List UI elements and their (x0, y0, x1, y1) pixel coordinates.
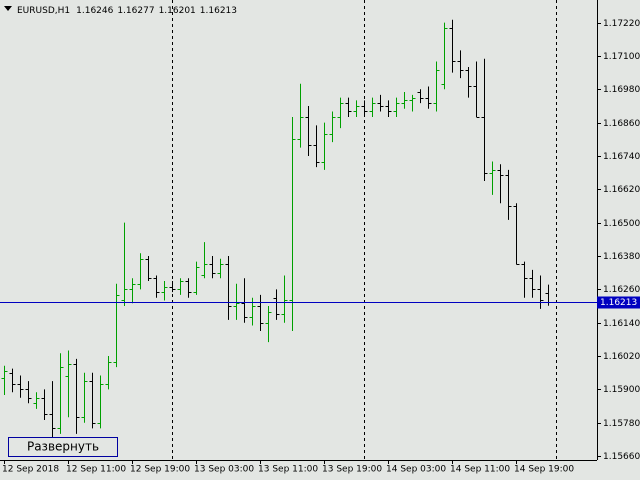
price-label: 1.16213 (600, 298, 637, 308)
close-value: 1.16213 (200, 6, 237, 16)
button-frame[interactable] (8, 437, 118, 457)
price-label-box (597, 296, 640, 309)
x-tick-label: 12 Sep 19:00 (130, 465, 190, 475)
y-tick-label: 1.16380 (603, 252, 640, 262)
y-tick-label: 1.17220 (603, 19, 640, 29)
y-tick-label: 1.16860 (603, 119, 640, 129)
x-tick-label: 12 Sep 11:00 (66, 465, 126, 475)
button-label[interactable]: Развернуть (27, 440, 99, 454)
symbol-info: EURUSD,H1 1.16246 1.16277 1.16201 1.16213 (17, 6, 237, 16)
y-tick-label: 1.16260 (603, 285, 640, 295)
y-tick-label: 1.17100 (603, 52, 640, 62)
low-value: 1.16201 (159, 6, 196, 16)
high-value: 1.16277 (117, 6, 154, 16)
collapse-arrow (4, 6, 12, 11)
expand-button[interactable]: Развернуть (8, 437, 118, 457)
y-tick-label: 1.16620 (603, 185, 640, 195)
x-tick-label: 12 Sep 2018 (2, 465, 59, 475)
bars (1, 19, 552, 445)
x-tick-label: 13 Sep 03:00 (194, 465, 254, 475)
y-tick-label: 1.16740 (603, 152, 640, 162)
y-tick-label: 1.16020 (603, 352, 640, 362)
y-tick-label: 1.16140 (603, 319, 640, 329)
x-tick-label: 13 Sep 19:00 (322, 465, 382, 475)
open-value: 1.16246 (76, 6, 113, 16)
x-tick-label: 14 Sep 11:00 (450, 465, 510, 475)
chart-header: EURUSD,H1 1.16246 1.16277 1.16201 1.16213 (4, 6, 237, 16)
x-tick-label: 13 Sep 11:00 (258, 465, 318, 475)
y-tick-label: 1.16500 (603, 219, 640, 229)
y-tick-label: 1.15900 (603, 385, 640, 395)
y-tick-label: 1.15660 (603, 452, 640, 462)
chart-title: EURUSD,H1 (17, 6, 70, 16)
x-tick-label: 14 Sep 03:00 (386, 465, 446, 475)
y-tick-label: 1.15780 (603, 419, 640, 429)
y-tick-label: 1.16980 (603, 85, 640, 95)
x-tick-label: 14 Sep 19:00 (514, 465, 574, 475)
